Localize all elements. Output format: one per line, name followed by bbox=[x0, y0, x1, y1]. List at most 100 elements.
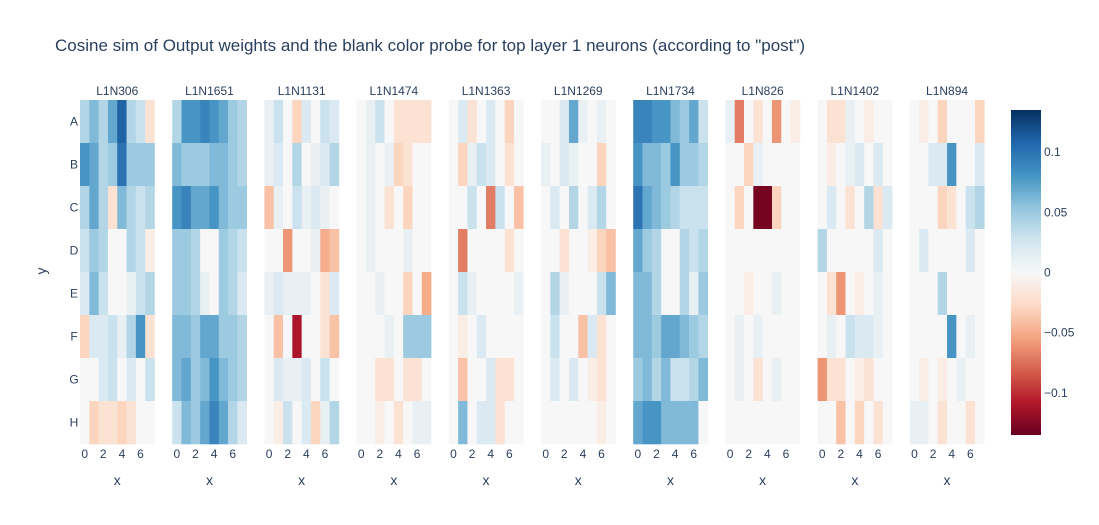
heatmap-cell bbox=[956, 315, 966, 359]
heatmap-cell bbox=[947, 229, 957, 273]
heatmap-cell bbox=[633, 272, 643, 316]
heatmap-cell bbox=[448, 100, 459, 144]
heatmap-cell bbox=[80, 358, 90, 402]
heatmap-cell bbox=[384, 100, 395, 144]
heatmap-cell bbox=[98, 401, 109, 445]
heatmap-cell bbox=[873, 315, 884, 359]
heatmap-cell bbox=[771, 100, 782, 144]
x-tick-label: 6 bbox=[875, 447, 882, 461]
heatmap-cell bbox=[80, 401, 90, 445]
x-tick-label: 4 bbox=[764, 447, 771, 461]
heatmap-cell bbox=[642, 272, 653, 316]
heatmap-cell bbox=[421, 143, 432, 187]
heatmap-cell bbox=[882, 143, 893, 187]
heatmap-cell bbox=[283, 272, 293, 316]
heatmap-cell bbox=[458, 358, 468, 402]
heatmap-cell bbox=[947, 358, 957, 402]
heatmap-cell bbox=[467, 143, 478, 187]
heatmap-cell bbox=[458, 100, 468, 144]
heatmap-cell bbox=[421, 186, 432, 230]
colorbar-tick-label: −0.05 bbox=[1044, 326, 1075, 340]
heatmap-cell bbox=[135, 272, 146, 316]
heatmap-cell bbox=[550, 401, 560, 445]
heatmap-cell bbox=[679, 100, 690, 144]
y-tick-label: A bbox=[70, 115, 78, 129]
heatmap-cell bbox=[228, 229, 238, 273]
heatmap-cell bbox=[80, 143, 90, 187]
heatmap-cell bbox=[393, 229, 404, 273]
heatmap-cell bbox=[826, 186, 837, 230]
heatmap-cell bbox=[301, 186, 312, 230]
y-tick-label: E bbox=[70, 287, 78, 301]
heatmap-cell bbox=[356, 272, 367, 316]
heatmap-cell bbox=[596, 358, 607, 402]
heatmap-cell bbox=[734, 401, 745, 445]
heatmap-cell bbox=[762, 186, 773, 230]
heatmap-cell bbox=[273, 229, 284, 273]
heatmap-cell bbox=[928, 229, 939, 273]
heatmap-cell bbox=[817, 401, 828, 445]
heatmap-cell bbox=[689, 401, 699, 445]
heatmap-cell bbox=[403, 186, 413, 230]
x-tick-label: 6 bbox=[506, 447, 513, 461]
heatmap-cell bbox=[504, 358, 515, 402]
heatmap-cell bbox=[956, 358, 966, 402]
heatmap-cell bbox=[928, 358, 939, 402]
heatmap-cell bbox=[458, 229, 468, 273]
heatmap-cell bbox=[919, 229, 929, 273]
heatmap-cell bbox=[661, 401, 671, 445]
heatmap-cell bbox=[974, 143, 985, 187]
heatmap-cell bbox=[596, 272, 607, 316]
heatmap-cell bbox=[826, 143, 837, 187]
heatmap-cell bbox=[375, 186, 385, 230]
heatmap-cell bbox=[725, 401, 736, 445]
heatmap-cell bbox=[329, 229, 340, 273]
heatmap-cell bbox=[421, 272, 432, 316]
heatmap-cell bbox=[172, 100, 182, 144]
heatmap-cell bbox=[928, 143, 939, 187]
heatmap-cell bbox=[264, 186, 275, 230]
heatmap-cell bbox=[974, 186, 985, 230]
y-tick-label: H bbox=[70, 416, 79, 430]
heatmap-cell bbox=[817, 272, 828, 316]
heatmap-cell bbox=[790, 401, 801, 445]
heatmap-cell bbox=[670, 358, 681, 402]
heatmap-cell bbox=[126, 229, 137, 273]
heatmap-cell bbox=[135, 100, 146, 144]
heatmap-cell bbox=[200, 358, 210, 402]
heatmap-cell bbox=[642, 229, 653, 273]
heatmap-cell bbox=[80, 229, 90, 273]
heatmap-cell bbox=[384, 358, 395, 402]
heatmap-cell bbox=[126, 100, 137, 144]
heatmap-cell bbox=[937, 229, 948, 273]
heatmap-cell bbox=[661, 100, 671, 144]
heatmap-cell bbox=[947, 143, 957, 187]
heatmap-cell bbox=[135, 229, 146, 273]
x-tick-label: 0 bbox=[635, 447, 642, 461]
heatmap-cell bbox=[365, 229, 376, 273]
heatmap-cell bbox=[292, 100, 302, 144]
heatmap-cell bbox=[734, 315, 745, 359]
heatmap-cell bbox=[200, 315, 210, 359]
heatmap-cell bbox=[596, 100, 607, 144]
heatmap-cell bbox=[781, 358, 791, 402]
panel-title: L1N1363 bbox=[462, 84, 511, 98]
heatmap-cell bbox=[495, 186, 505, 230]
heatmap-cell bbox=[172, 315, 182, 359]
heatmap-cell bbox=[89, 229, 99, 273]
x-tick-label: 4 bbox=[119, 447, 126, 461]
heatmap-cell bbox=[89, 315, 99, 359]
heatmap-cell bbox=[310, 186, 321, 230]
heatmap-cell bbox=[393, 143, 404, 187]
heatmap-cell bbox=[209, 143, 220, 187]
heatmap-cell bbox=[181, 100, 192, 144]
heatmap-cell bbox=[928, 100, 939, 144]
heatmap-cell bbox=[947, 315, 957, 359]
colorbar-tick-label: −0.1 bbox=[1044, 386, 1068, 400]
heatmap-cell bbox=[504, 100, 515, 144]
heatmap-cell bbox=[854, 272, 865, 316]
heatmap-cell bbox=[310, 401, 321, 445]
heatmap-cell bbox=[679, 401, 690, 445]
heatmap-cell bbox=[753, 143, 763, 187]
heatmap-cell bbox=[218, 186, 229, 230]
